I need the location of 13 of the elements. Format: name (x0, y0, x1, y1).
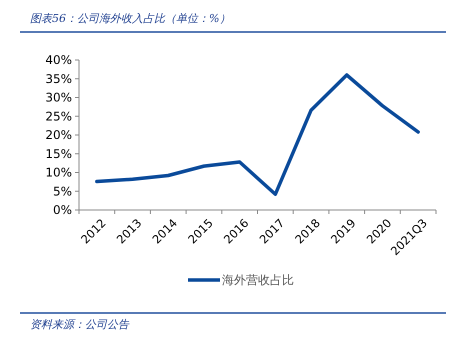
legend-label: 海外营收占比 (222, 273, 294, 288)
y-tick-label: 35% (45, 72, 72, 86)
y-tick-label: 25% (45, 109, 72, 124)
y-tick-label: 10% (45, 166, 72, 180)
chart-title: 图表56：公司海外收入占比（单位：%） (30, 12, 230, 25)
line-series (95, 73, 420, 196)
y-tick-label: 30% (45, 90, 72, 105)
y-tick-label: 5% (52, 184, 72, 198)
y-tick-label: 20% (45, 128, 72, 142)
y-tick-label: 15% (45, 146, 72, 161)
y-tick-label: 0% (52, 203, 72, 218)
text: 资料来源：公司公告 (30, 318, 130, 331)
y-tick-label: 40% (45, 53, 72, 68)
